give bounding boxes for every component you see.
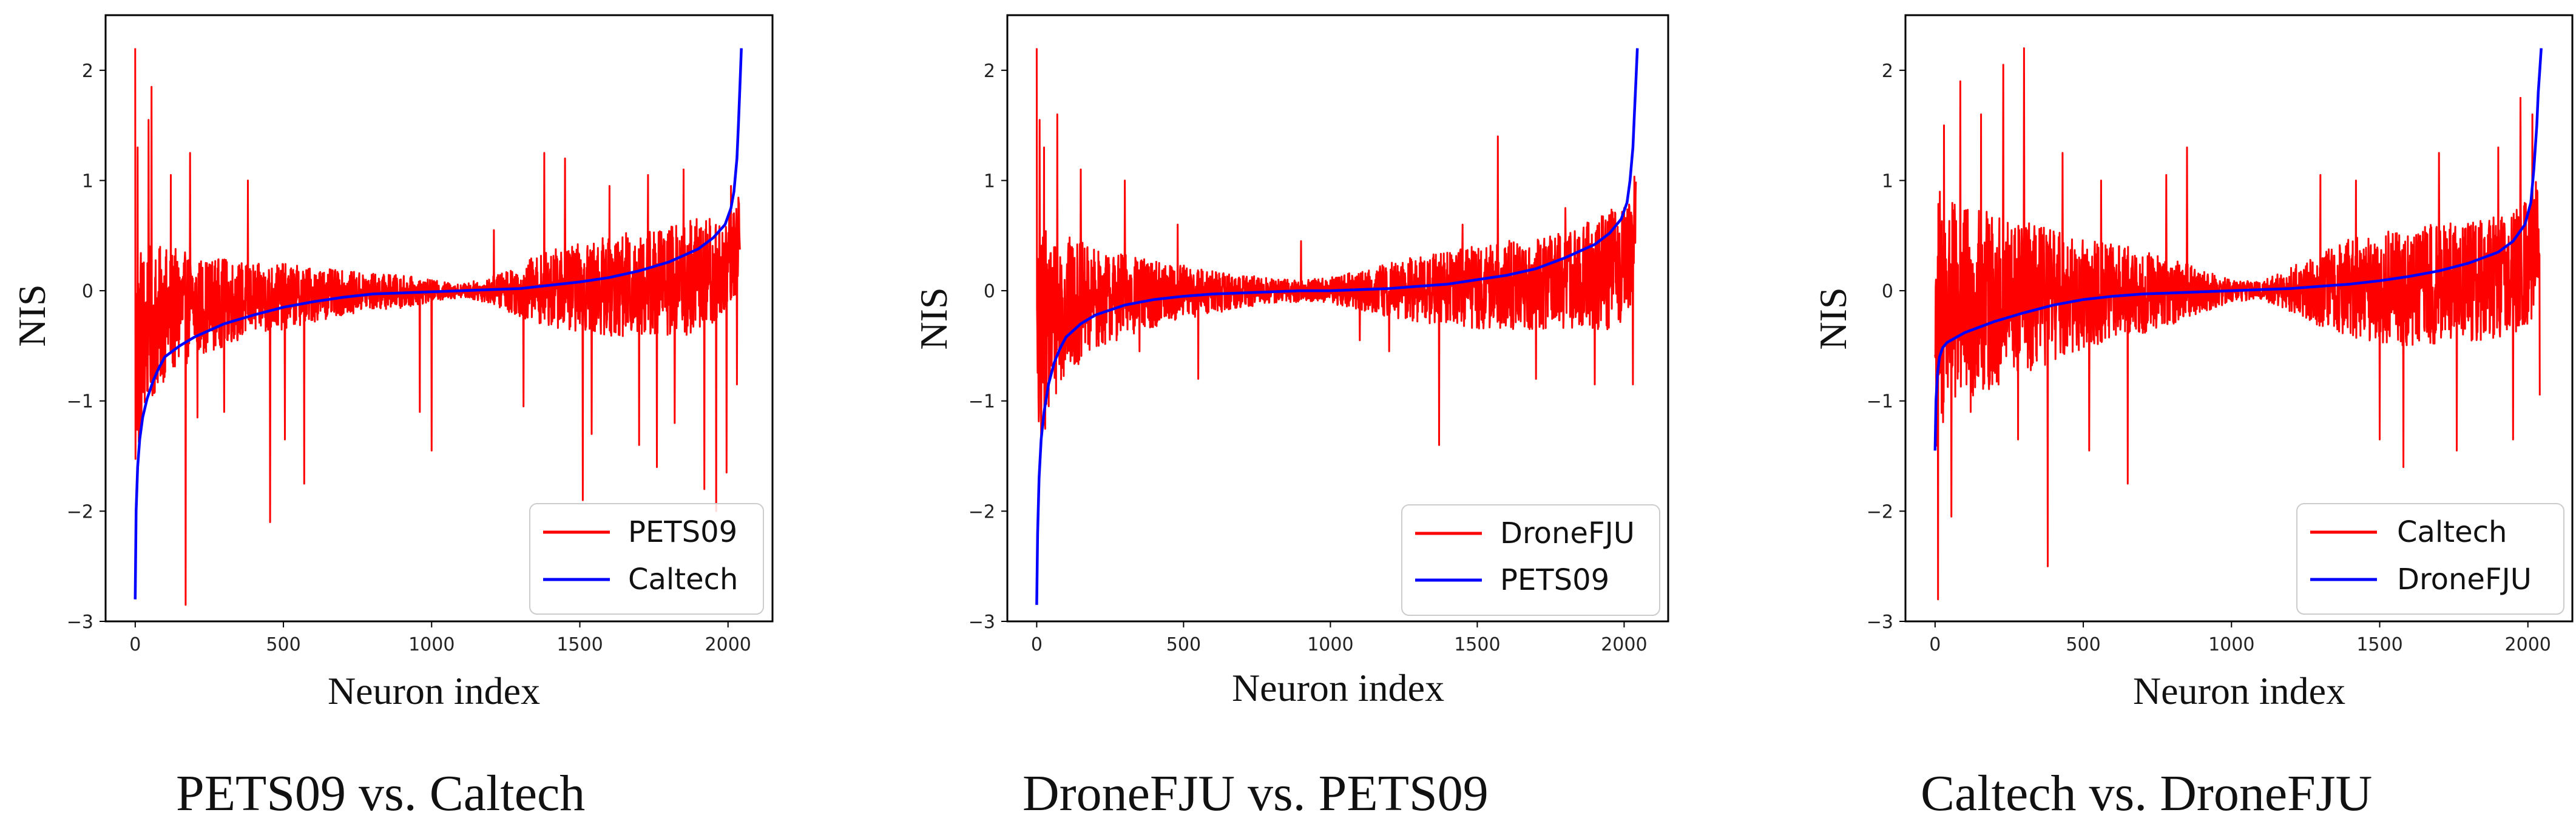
series-line-Caltech	[134, 48, 743, 600]
panel-2: 0 500 1000 1500 2000 −3 −2 −1 0 1 2 Neuron index N…	[912, 14, 1669, 822]
y-tick-label: −1	[67, 391, 93, 413]
panel-3-caption: Caltech vs. DroneFJU	[1921, 765, 2372, 822]
y-tick-label: −2	[67, 501, 93, 522]
panel-3-xlabel: Neuron index	[2133, 669, 2345, 712]
y-tick-label: 2	[82, 61, 93, 82]
x-tick-label: 1500	[2356, 634, 2402, 655]
series-line-DroneFJU	[1933, 48, 2543, 451]
x-tick-label: 1500	[1454, 634, 1500, 655]
x-tick-label: 0	[1929, 634, 1941, 655]
panel-1-ylabel: NIS	[10, 284, 53, 346]
panel-1-xlabel: Neuron index	[328, 669, 540, 712]
series-line-PETS09	[134, 48, 741, 606]
panel-3: 0 500 1000 1500 2000 −3 −2 −1 0 1 2 Neuron index N…	[1811, 14, 2574, 822]
series-line-PETS09	[1035, 48, 1639, 605]
y-tick-label: −1	[1867, 391, 1893, 413]
panel-3-legend-label-1: Caltech	[2397, 515, 2507, 549]
panel-3-legend: Caltech DroneFJU	[2296, 503, 2564, 615]
x-tick-label: 2000	[705, 634, 751, 655]
y-tick-label: 2	[1882, 61, 1893, 82]
panel-3-frame	[1904, 14, 2574, 623]
y-tick-label: 1	[1882, 171, 1893, 192]
y-tick-label: 0	[82, 281, 93, 302]
x-tick-label: 1500	[556, 634, 603, 655]
panel-1-legend-label-1: PETS09	[628, 515, 737, 549]
y-tick-label: −3	[969, 612, 995, 633]
panel-1-legend: PETS09 Caltech	[529, 503, 764, 615]
panel-3-legend-label-2: DroneFJU	[2397, 563, 2532, 596]
y-tick-label: 1	[984, 171, 995, 192]
y-tick-label: −3	[1867, 612, 1893, 633]
series-line-DroneFJU	[1035, 48, 1637, 448]
x-tick-label: 1000	[408, 634, 455, 655]
y-tick-label: 2	[984, 61, 995, 82]
x-tick-label: 1000	[2208, 634, 2254, 655]
panel-1: 0 500 1000 1500 2000 −3 −2 −1 0 1 2 Neuron index N…	[10, 14, 774, 822]
panel-2-legend-label-2: PETS09	[1500, 563, 1609, 597]
x-tick-label: 2000	[1601, 634, 1647, 655]
panel-1-frame	[104, 14, 774, 623]
x-tick-label: 1000	[1307, 634, 1353, 655]
x-tick-label: 0	[1031, 634, 1043, 655]
series-line-Caltech	[1934, 47, 2541, 601]
x-tick-label: 500	[2066, 634, 2100, 655]
panel-2-caption: DroneFJU vs. PETS09	[1023, 765, 1489, 822]
panel-2-legend-label-1: DroneFJU	[1500, 516, 1635, 550]
panel-2-legend: DroneFJU PETS09	[1401, 504, 1660, 616]
x-tick-label: 2000	[2505, 634, 2551, 655]
y-tick-label: −2	[1867, 501, 1893, 522]
y-tick-label: 0	[1882, 281, 1893, 302]
x-tick-label: 0	[129, 634, 141, 655]
x-tick-label: 500	[1166, 634, 1201, 655]
panel-2-xlabel: Neuron index	[1232, 666, 1444, 709]
y-tick-label: 1	[82, 171, 93, 192]
panel-2-ylabel: NIS	[912, 287, 955, 350]
panel-1-caption: PETS09 vs. Caltech	[176, 765, 585, 822]
y-tick-label: −3	[67, 612, 93, 633]
panel-2-frame	[1006, 14, 1669, 623]
panel-3-ylabel: NIS	[1811, 287, 1854, 350]
y-tick-label: 0	[984, 281, 995, 302]
y-tick-label: −2	[969, 501, 995, 522]
x-tick-label: 500	[266, 634, 300, 655]
y-tick-label: −1	[969, 391, 995, 413]
panel-1-legend-label-2: Caltech	[628, 563, 738, 596]
